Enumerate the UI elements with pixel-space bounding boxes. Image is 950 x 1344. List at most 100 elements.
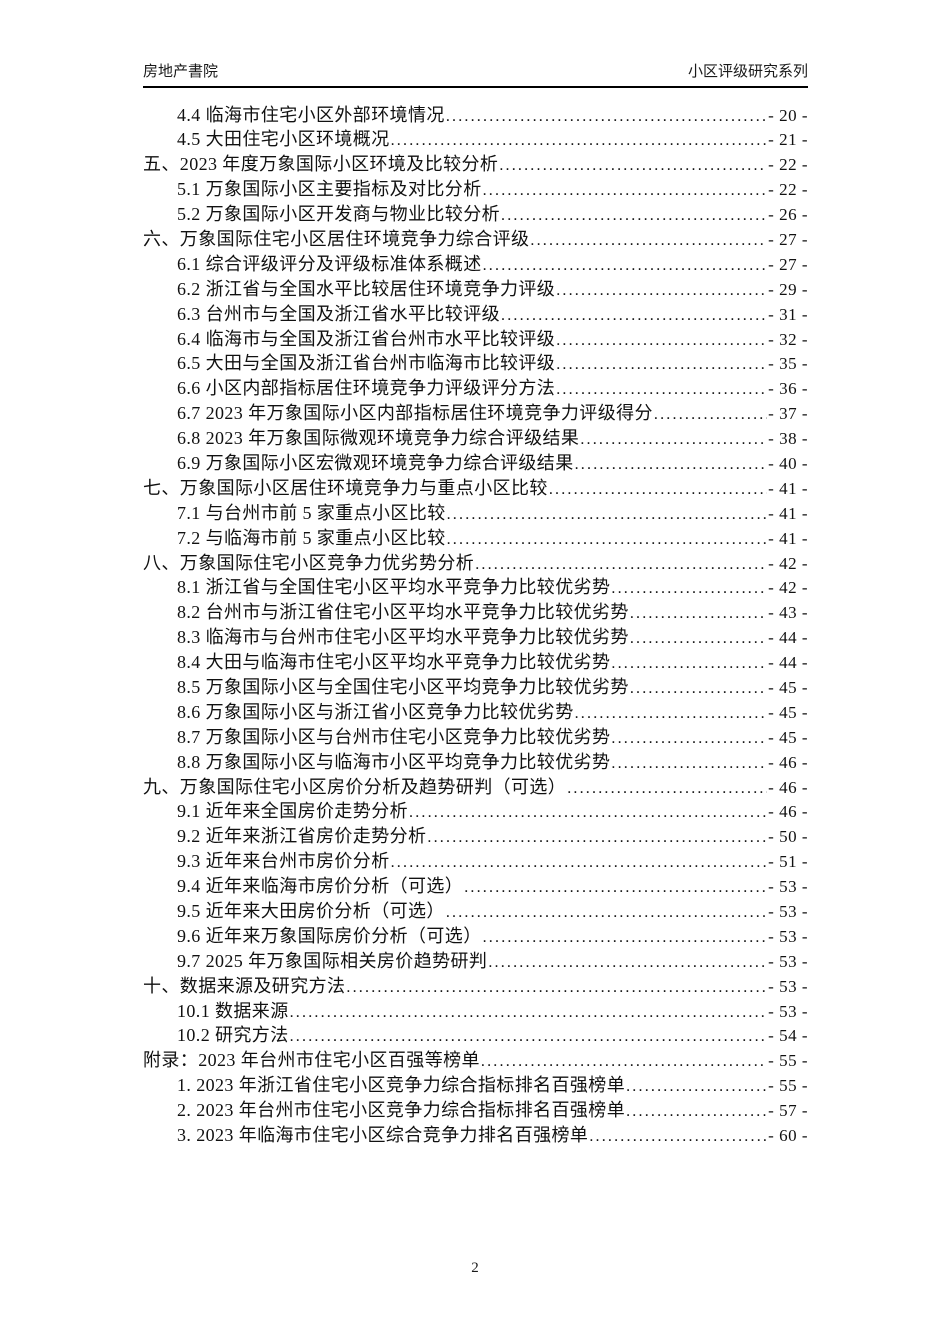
toc-entry-title: 6.7 2023 年万象国际小区内部指标居住环境竞争力评级得分 [177, 403, 653, 424]
dot-leader: ........................................… [574, 704, 768, 722]
toc-entry-7[interactable]: 6.2 浙江省与全国水平比较居住环境竞争力评级 ................… [143, 275, 808, 300]
toc-entry-37[interactable]: 10.2 研究方法 ..............................… [143, 1021, 808, 1046]
toc-entry-title: 8.8 万象国际小区与临海市小区平均竞争力比较优劣势 [177, 751, 611, 772]
toc-entry-16[interactable]: 7.1 与台州市前 5 家重点小区比较 ....................… [143, 499, 808, 524]
toc-entry-page: - 46 - [768, 802, 808, 822]
toc-entry-page: - 36 - [768, 379, 808, 399]
dot-leader: ........................................… [567, 779, 767, 797]
toc-entry-29[interactable]: 9.2 近年来浙江省房价走势分析 .......................… [143, 822, 808, 847]
toc-entry-15[interactable]: 七、万象国际小区居住环境竞争力与重点小区比较 .................… [143, 474, 808, 499]
toc-entry-21[interactable]: 8.3 临海市与台州市住宅小区平均水平竞争力比较优劣势 ............… [143, 623, 808, 648]
dot-leader: ........................................… [390, 854, 768, 872]
toc-entry-page: - 51 - [768, 852, 808, 872]
dot-leader: ........................................… [445, 904, 767, 921]
toc-entry-page: - 50 - [768, 827, 808, 847]
toc-entry-11[interactable]: 6.6 小区内部指标居住环境竞争力评级评分方法 ................… [143, 374, 808, 399]
toc-entry-0[interactable]: 4.4 临海市住宅小区外部环境情况 ......................… [143, 101, 808, 126]
dot-leader: ........................................… [580, 431, 767, 449]
toc-entry-17[interactable]: 7.2 与临海市前 5 家重点小区比较 ....................… [143, 524, 808, 549]
dot-leader: ........................................… [626, 1078, 768, 1096]
toc-entry-26[interactable]: 8.8 万象国际小区与临海市小区平均竞争力比较优劣势 .............… [143, 748, 808, 773]
dot-leader: ........................................… [574, 455, 768, 473]
toc-entry-title: 8.5 万象国际小区与全国住宅小区平均竞争力比较优劣势 [177, 676, 629, 697]
dot-leader: ........................................… [611, 754, 767, 772]
toc-entry-page: - 45 - [768, 727, 808, 747]
toc-entry-title: 9.6 近年来万象国际房价分析（可选） [177, 925, 482, 946]
toc-entry-23[interactable]: 8.5 万象国际小区与全国住宅小区平均竞争力比较优劣势 ............… [143, 673, 808, 698]
toc-entry-title: 6.1 综合评级评分及评级标准体系概述 [177, 253, 482, 274]
toc-entry-8[interactable]: 6.3 台州市与全国及浙江省水平比较评级 ...................… [143, 300, 808, 325]
dot-leader: ........................................… [390, 132, 768, 150]
toc-entry-title: 附录：2023 年台州市住宅小区百强等榜单 [143, 1050, 480, 1071]
dot-leader: ........................................… [488, 953, 768, 971]
toc-entry-33[interactable]: 9.6 近年来万象国际房价分析（可选） ....................… [143, 922, 808, 947]
toc-entry-title: 6.6 小区内部指标居住环境竞争力评级评分方法 [177, 378, 556, 399]
toc-entry-2[interactable]: 五、2023 年度万象国际小区环境及比较分析 .................… [143, 150, 808, 175]
toc-entry-page: - 20 - [768, 105, 808, 125]
toc-entry-page: - 38 - [768, 429, 808, 449]
dot-leader: ........................................… [445, 107, 767, 125]
toc-entry-title: 6.5 大田与全国及浙江省台州市临海市比较评级 [177, 353, 556, 374]
toc-entry-41[interactable]: 3. 2023 年临海市住宅小区综合竞争力排名百强榜单 ............… [143, 1121, 808, 1146]
toc-entry-title: 8.1 浙江省与全国住宅小区平均水平竞争力比较优劣势 [177, 577, 611, 598]
header-right-title: 小区评级研究系列 [687, 63, 808, 80]
toc-entry-39[interactable]: 1. 2023 年浙江省住宅小区竞争力综合指标排名百强榜单 ..........… [143, 1071, 808, 1096]
toc-entry-page: - 55 - [768, 1076, 808, 1096]
toc-entry-9[interactable]: 6.4 临海市与全国及浙江省台州市水平比较评级 ................… [143, 325, 808, 350]
toc-entry-31[interactable]: 9.4 近年来临海市房价分析（可选） .....................… [143, 872, 808, 897]
toc-entry-13[interactable]: 6.8 2023 年万象国际微观环境竞争力综合评级结果 ............… [143, 424, 808, 449]
toc-entry-20[interactable]: 8.2 台州市与浙江省住宅小区平均水平竞争力比较优劣势 ............… [143, 598, 808, 623]
toc-entry-35[interactable]: 十、数据来源及研究方法 ............................… [143, 972, 808, 997]
toc-entry-page: - 60 - [768, 1126, 808, 1146]
dot-leader: ........................................… [501, 207, 768, 225]
toc-entry-28[interactable]: 9.1 近年来全国房价走势分析 ........................… [143, 797, 808, 822]
toc-entry-page: - 53 - [768, 976, 808, 996]
toc-entry-25[interactable]: 8.7 万象国际小区与台州市住宅小区竞争力比较优劣势 .............… [143, 723, 808, 748]
toc-entry-page: - 22 - [768, 155, 808, 175]
dot-leader: ........................................… [629, 605, 767, 623]
toc-entry-page: - 32 - [768, 329, 808, 349]
toc-entry-page: - 57 - [768, 1101, 808, 1121]
dot-leader: ........................................… [556, 331, 768, 349]
toc-entry-title: 2. 2023 年台州市住宅小区竞争力综合指标排名百强榜单 [177, 1100, 626, 1121]
toc-entry-1[interactable]: 4.5 大田住宅小区环境概况 .........................… [143, 125, 808, 150]
toc-entry-32[interactable]: 9.5 近年来大田房价分析（可选） ......................… [143, 897, 808, 922]
toc-entry-page: - 46 - [768, 752, 808, 772]
toc-entry-36[interactable]: 10.1 数据来源 ..............................… [143, 997, 808, 1022]
dot-leader: ........................................… [480, 1053, 768, 1071]
dot-leader: ........................................… [482, 928, 768, 946]
toc-entry-page: - 35 - [768, 354, 808, 374]
toc-entry-38[interactable]: 附录：2023 年台州市住宅小区百强等榜单 ..................… [143, 1046, 808, 1071]
toc-entry-title: 8.2 台州市与浙江省住宅小区平均水平竞争力比较优劣势 [177, 602, 629, 623]
dot-leader: ........................................… [556, 381, 768, 399]
toc-entry-34[interactable]: 9.7 2025 年万象国际相关房价趋势研判 .................… [143, 947, 808, 972]
toc-entry-18[interactable]: 八、万象国际住宅小区竞争力优劣势分析 .....................… [143, 549, 808, 574]
dot-leader: ........................................… [289, 1028, 768, 1046]
dot-leader: ........................................… [446, 530, 768, 548]
toc-entry-4[interactable]: 5.2 万象国际小区开发商与物业比较分析 ...................… [143, 200, 808, 225]
toc-entry-14[interactable]: 6.9 万象国际小区宏微观环境竞争力综合评级结果 ...............… [143, 449, 808, 474]
toc-entry-page: - 41 - [768, 528, 808, 548]
toc-entry-page: - 42 - [768, 578, 808, 598]
toc-entry-19[interactable]: 8.1 浙江省与全国住宅小区平均水平竞争力比较优劣势 .............… [143, 573, 808, 598]
toc-entry-title: 9.5 近年来大田房价分析（可选） [177, 901, 445, 921]
toc-entry-27[interactable]: 九、万象国际住宅小区房价分析及趋势研判（可选） ................… [143, 773, 808, 798]
toc-entry-12[interactable]: 6.7 2023 年万象国际小区内部指标居住环境竞争力评级得分 ........… [143, 399, 808, 424]
toc-entry-3[interactable]: 5.1 万象国际小区主要指标及对比分析 ....................… [143, 175, 808, 200]
toc-entry-22[interactable]: 8.4 大田与临海市住宅小区平均水平竞争力比较优劣势 .............… [143, 648, 808, 673]
toc-entry-5[interactable]: 六、万象国际住宅小区居住环境竞争力综合评级 ..................… [143, 225, 808, 250]
toc-entry-title: 7.2 与临海市前 5 家重点小区比较 [177, 527, 446, 548]
toc-entry-30[interactable]: 9.3 近年来台州市房价分析 .........................… [143, 847, 808, 872]
toc-entry-24[interactable]: 8.6 万象国际小区与浙江省小区竞争力比较优劣势 ...............… [143, 698, 808, 723]
dot-leader: ........................................… [499, 157, 767, 175]
toc-entry-title: 9.3 近年来台州市房价分析 [177, 851, 390, 872]
dot-leader: ........................................… [446, 505, 768, 523]
toc-entry-10[interactable]: 6.5 大田与全国及浙江省台州市临海市比较评级 ................… [143, 349, 808, 374]
toc-entry-title: 八、万象国际住宅小区竞争力优劣势分析 [143, 552, 475, 573]
toc-entry-title: 6.9 万象国际小区宏微观环境竞争力综合评级结果 [177, 452, 574, 473]
toc-entry-page: - 44 - [768, 628, 808, 648]
toc-entry-title: 6.8 2023 年万象国际微观环境竞争力综合评级结果 [177, 428, 580, 449]
toc-entry-6[interactable]: 6.1 综合评级评分及评级标准体系概述 ....................… [143, 250, 808, 275]
page-number: 2 [471, 1260, 479, 1276]
toc-entry-40[interactable]: 2. 2023 年台州市住宅小区竞争力综合指标排名百强榜单 ..........… [143, 1096, 808, 1121]
